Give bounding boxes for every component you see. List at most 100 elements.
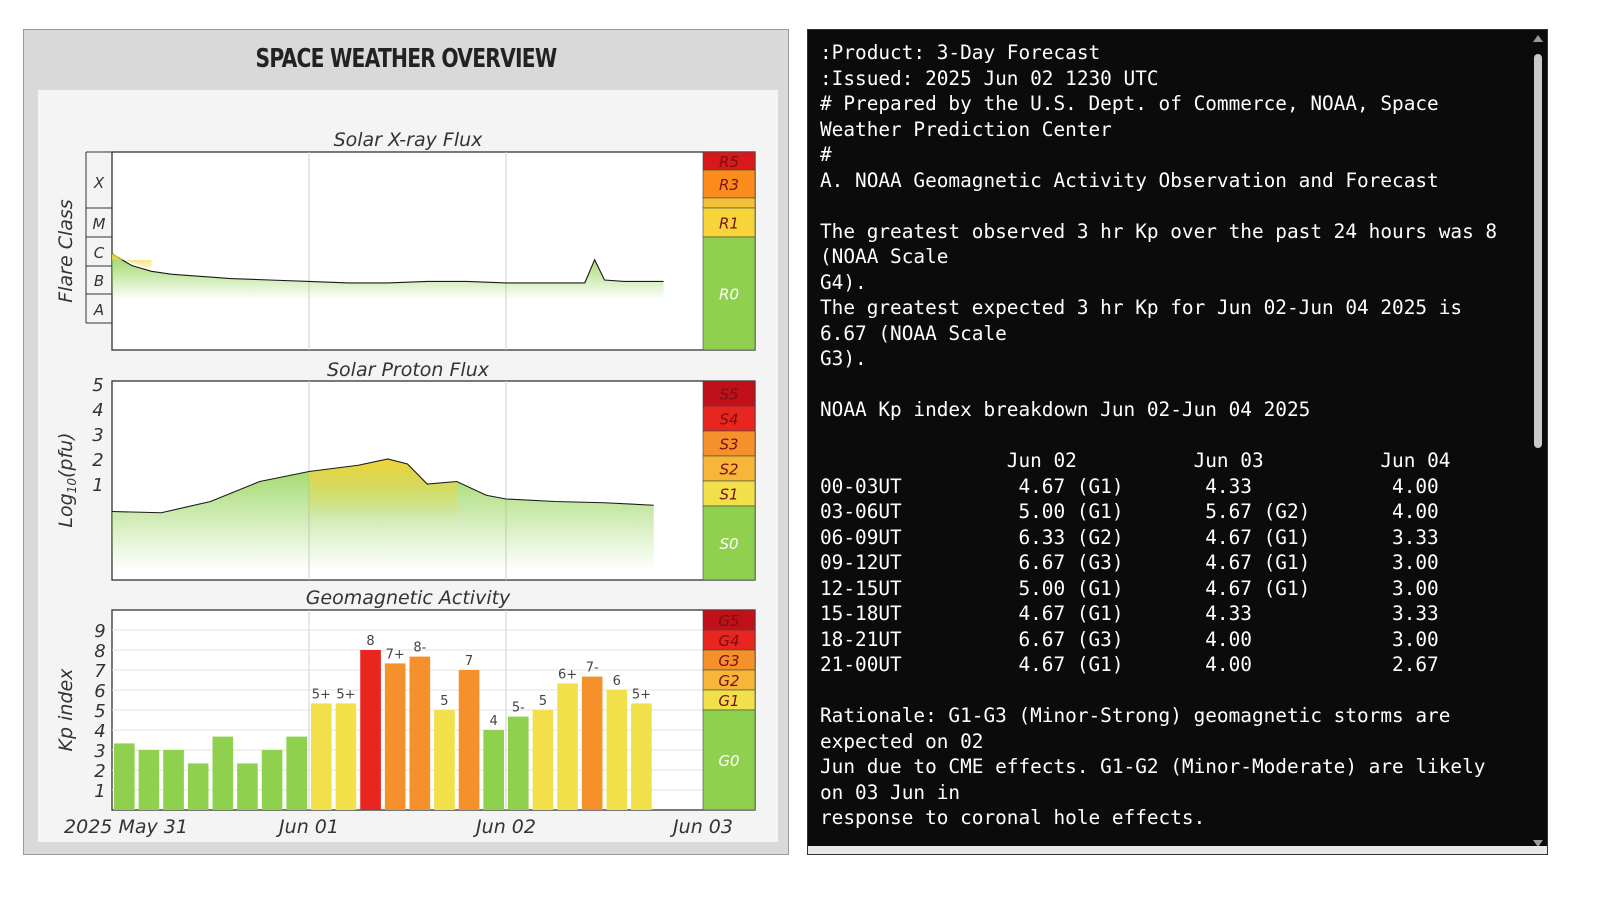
scale-S5-label: S5 bbox=[719, 386, 738, 404]
kp-title: Geomagnetic Activity bbox=[306, 587, 511, 609]
xray-plot-frame bbox=[111, 151, 756, 351]
vertical-scrollbar[interactable] bbox=[1531, 32, 1545, 850]
scale-S2 bbox=[702, 455, 756, 482]
forecast-observation-line: The greatest expected 3 hr Kp for Jun 02… bbox=[820, 296, 1463, 319]
kp-bar bbox=[384, 663, 406, 810]
horizontal-scrollbar[interactable] bbox=[808, 846, 1547, 854]
breakdown-table-row: 03-06UT 5.00 (G1) 5.67 (G2) 4.00 bbox=[820, 500, 1439, 523]
kp-tick-1: 1 bbox=[94, 781, 105, 802]
kp-tick-2: 2 bbox=[94, 761, 105, 782]
kp-bar bbox=[483, 730, 504, 810]
kp-bar bbox=[212, 736, 234, 810]
scale-S4-label: S4 bbox=[719, 411, 738, 429]
scale-G0-label: G0 bbox=[718, 752, 739, 770]
kp-bar bbox=[237, 763, 258, 810]
panel-title: SPACE WEATHER OVERVIEW bbox=[255, 44, 558, 74]
breakdown-table-row: 00-03UT 4.67 (G1) 4.33 4.00 bbox=[820, 474, 1439, 498]
flare-class-B: B bbox=[94, 272, 104, 290]
forecast-rationale-line: Rationale: G1-G3 (Minor-Strong) geomagne… bbox=[820, 704, 1451, 727]
proton-flux-line bbox=[111, 458, 654, 514]
breakdown-table-row: 21-00UT 4.67 (G1) 4.00 2.67 bbox=[820, 653, 1439, 676]
breakdown-title: NOAA Kp index breakdown Jun 02-Jun 04 20… bbox=[820, 398, 1311, 421]
proton-ylabel: Log10(pfu) bbox=[55, 432, 79, 527]
kp-bar-label: 8 bbox=[366, 634, 374, 649]
scale-R3 bbox=[702, 169, 756, 199]
scroll-thumb[interactable] bbox=[1534, 54, 1542, 448]
space-weather-panel: SPACE WEATHER OVERVIEW Solar X-ray Flux X… bbox=[23, 29, 789, 855]
kp-bar bbox=[606, 690, 628, 810]
kp-bar-label: 7+ bbox=[386, 647, 405, 662]
kp-bar-label: 6 bbox=[613, 674, 621, 689]
scroll-up-arrow-icon[interactable] bbox=[1533, 35, 1543, 42]
scale-R0-label: R0 bbox=[719, 286, 739, 304]
scale-G5-label: G5 bbox=[718, 612, 739, 630]
proton-tick-2: 2 bbox=[92, 450, 103, 471]
kp-tick-7: 7 bbox=[94, 661, 106, 682]
scale-S1 bbox=[702, 480, 756, 507]
proton-tick-1: 1 bbox=[92, 475, 103, 496]
proton-peak-fill bbox=[309, 459, 457, 520]
xray-flare-fill bbox=[112, 253, 152, 272]
flare-class-X: X bbox=[93, 174, 105, 192]
scale-S1-label: S1 bbox=[719, 486, 738, 504]
scale-R0 bbox=[702, 236, 756, 351]
scale-S0-label: S0 bbox=[719, 535, 738, 553]
kp-bar bbox=[187, 763, 209, 810]
forecast-header-line: Weather Prediction Center bbox=[820, 117, 1112, 141]
kp-bar bbox=[508, 716, 529, 810]
forecast-text: :Product: 3-Day Forecast :Issued: 2025 J… bbox=[820, 40, 1526, 831]
forecast-rationale-line: response to coronal hole effects. bbox=[820, 806, 1206, 829]
kp-tick-8: 8 bbox=[94, 641, 105, 662]
x-tick-label: 2025 May 31 bbox=[64, 816, 188, 838]
kp-bar-label: 5 bbox=[440, 694, 448, 709]
breakdown-table-row: 12-15UT 5.00 (G1) 4.67 (G1) 3.00 bbox=[820, 576, 1439, 600]
x-tick-label: Jun 02 bbox=[472, 816, 536, 838]
scale-G4-label: G4 bbox=[718, 632, 739, 650]
kp-bar-label: 4 bbox=[490, 714, 498, 729]
xray-flux-line bbox=[111, 253, 664, 284]
forecast-header-line: :Product: 3-Day Forecast bbox=[820, 41, 1101, 64]
kp-bar bbox=[311, 703, 332, 810]
kp-bar bbox=[458, 670, 480, 810]
scale-G3-label: G3 bbox=[718, 652, 739, 670]
scale-S3-label: S3 bbox=[719, 436, 738, 454]
scale-G0 bbox=[702, 709, 756, 811]
kp-tick-9: 9 bbox=[94, 621, 105, 642]
kp-bar-label: 7 bbox=[465, 654, 473, 669]
flare-class-C: C bbox=[94, 244, 105, 262]
forecast-observation-line: The greatest observed 3 hr Kp over the p… bbox=[820, 219, 1498, 243]
kp-bar bbox=[114, 743, 135, 810]
kp-bar bbox=[163, 750, 184, 810]
kp-tick-6: 6 bbox=[94, 681, 105, 702]
flare-class-A: A bbox=[93, 301, 104, 319]
x-tick-label: Jun 03 bbox=[669, 816, 733, 838]
forecast-header-line: A. NOAA Geomagnetic Activity Observation… bbox=[820, 168, 1439, 192]
breakdown-table-row: 18-21UT 6.67 (G3) 4.00 3.00 bbox=[820, 627, 1439, 651]
kp-bar-label: 5- bbox=[512, 701, 525, 716]
proton-tick-4: 4 bbox=[92, 400, 103, 421]
scale-S2-label: S2 bbox=[719, 461, 738, 479]
proton-tick-5: 5 bbox=[92, 375, 103, 396]
scale-S4 bbox=[702, 405, 756, 432]
forecast-rationale-line: on 03 Jun in bbox=[820, 780, 961, 804]
x-axis-label: Universal Time bbox=[337, 840, 479, 842]
scale-band bbox=[702, 197, 756, 209]
scale-R3-label: R3 bbox=[719, 176, 739, 194]
scroll-down-arrow-icon[interactable] bbox=[1533, 840, 1543, 847]
kp-bar bbox=[581, 676, 603, 810]
flare-class-M: M bbox=[93, 215, 106, 233]
scale-R1 bbox=[702, 207, 756, 238]
breakdown-table-header: Jun 02 Jun 03 Jun 04 bbox=[1006, 449, 1451, 472]
kp-bar bbox=[360, 650, 381, 810]
kp-bar-label: 5+ bbox=[312, 687, 331, 702]
breakdown-table-row: 06-09UT 6.33 (G2) 4.67 (G1) 3.33 bbox=[820, 525, 1439, 549]
xray-title: Solar X-ray Flux bbox=[334, 129, 484, 151]
proton-title: Solar Proton Flux bbox=[327, 359, 490, 381]
kp-bar-label: 7- bbox=[586, 661, 599, 676]
scale-S5 bbox=[702, 380, 756, 407]
forecast-text-panel[interactable]: :Product: 3-Day Forecast :Issued: 2025 J… bbox=[807, 29, 1548, 855]
xray-flux-fill bbox=[112, 253, 664, 300]
scale-G2-label: G2 bbox=[718, 672, 739, 690]
kp-bar bbox=[261, 750, 283, 810]
